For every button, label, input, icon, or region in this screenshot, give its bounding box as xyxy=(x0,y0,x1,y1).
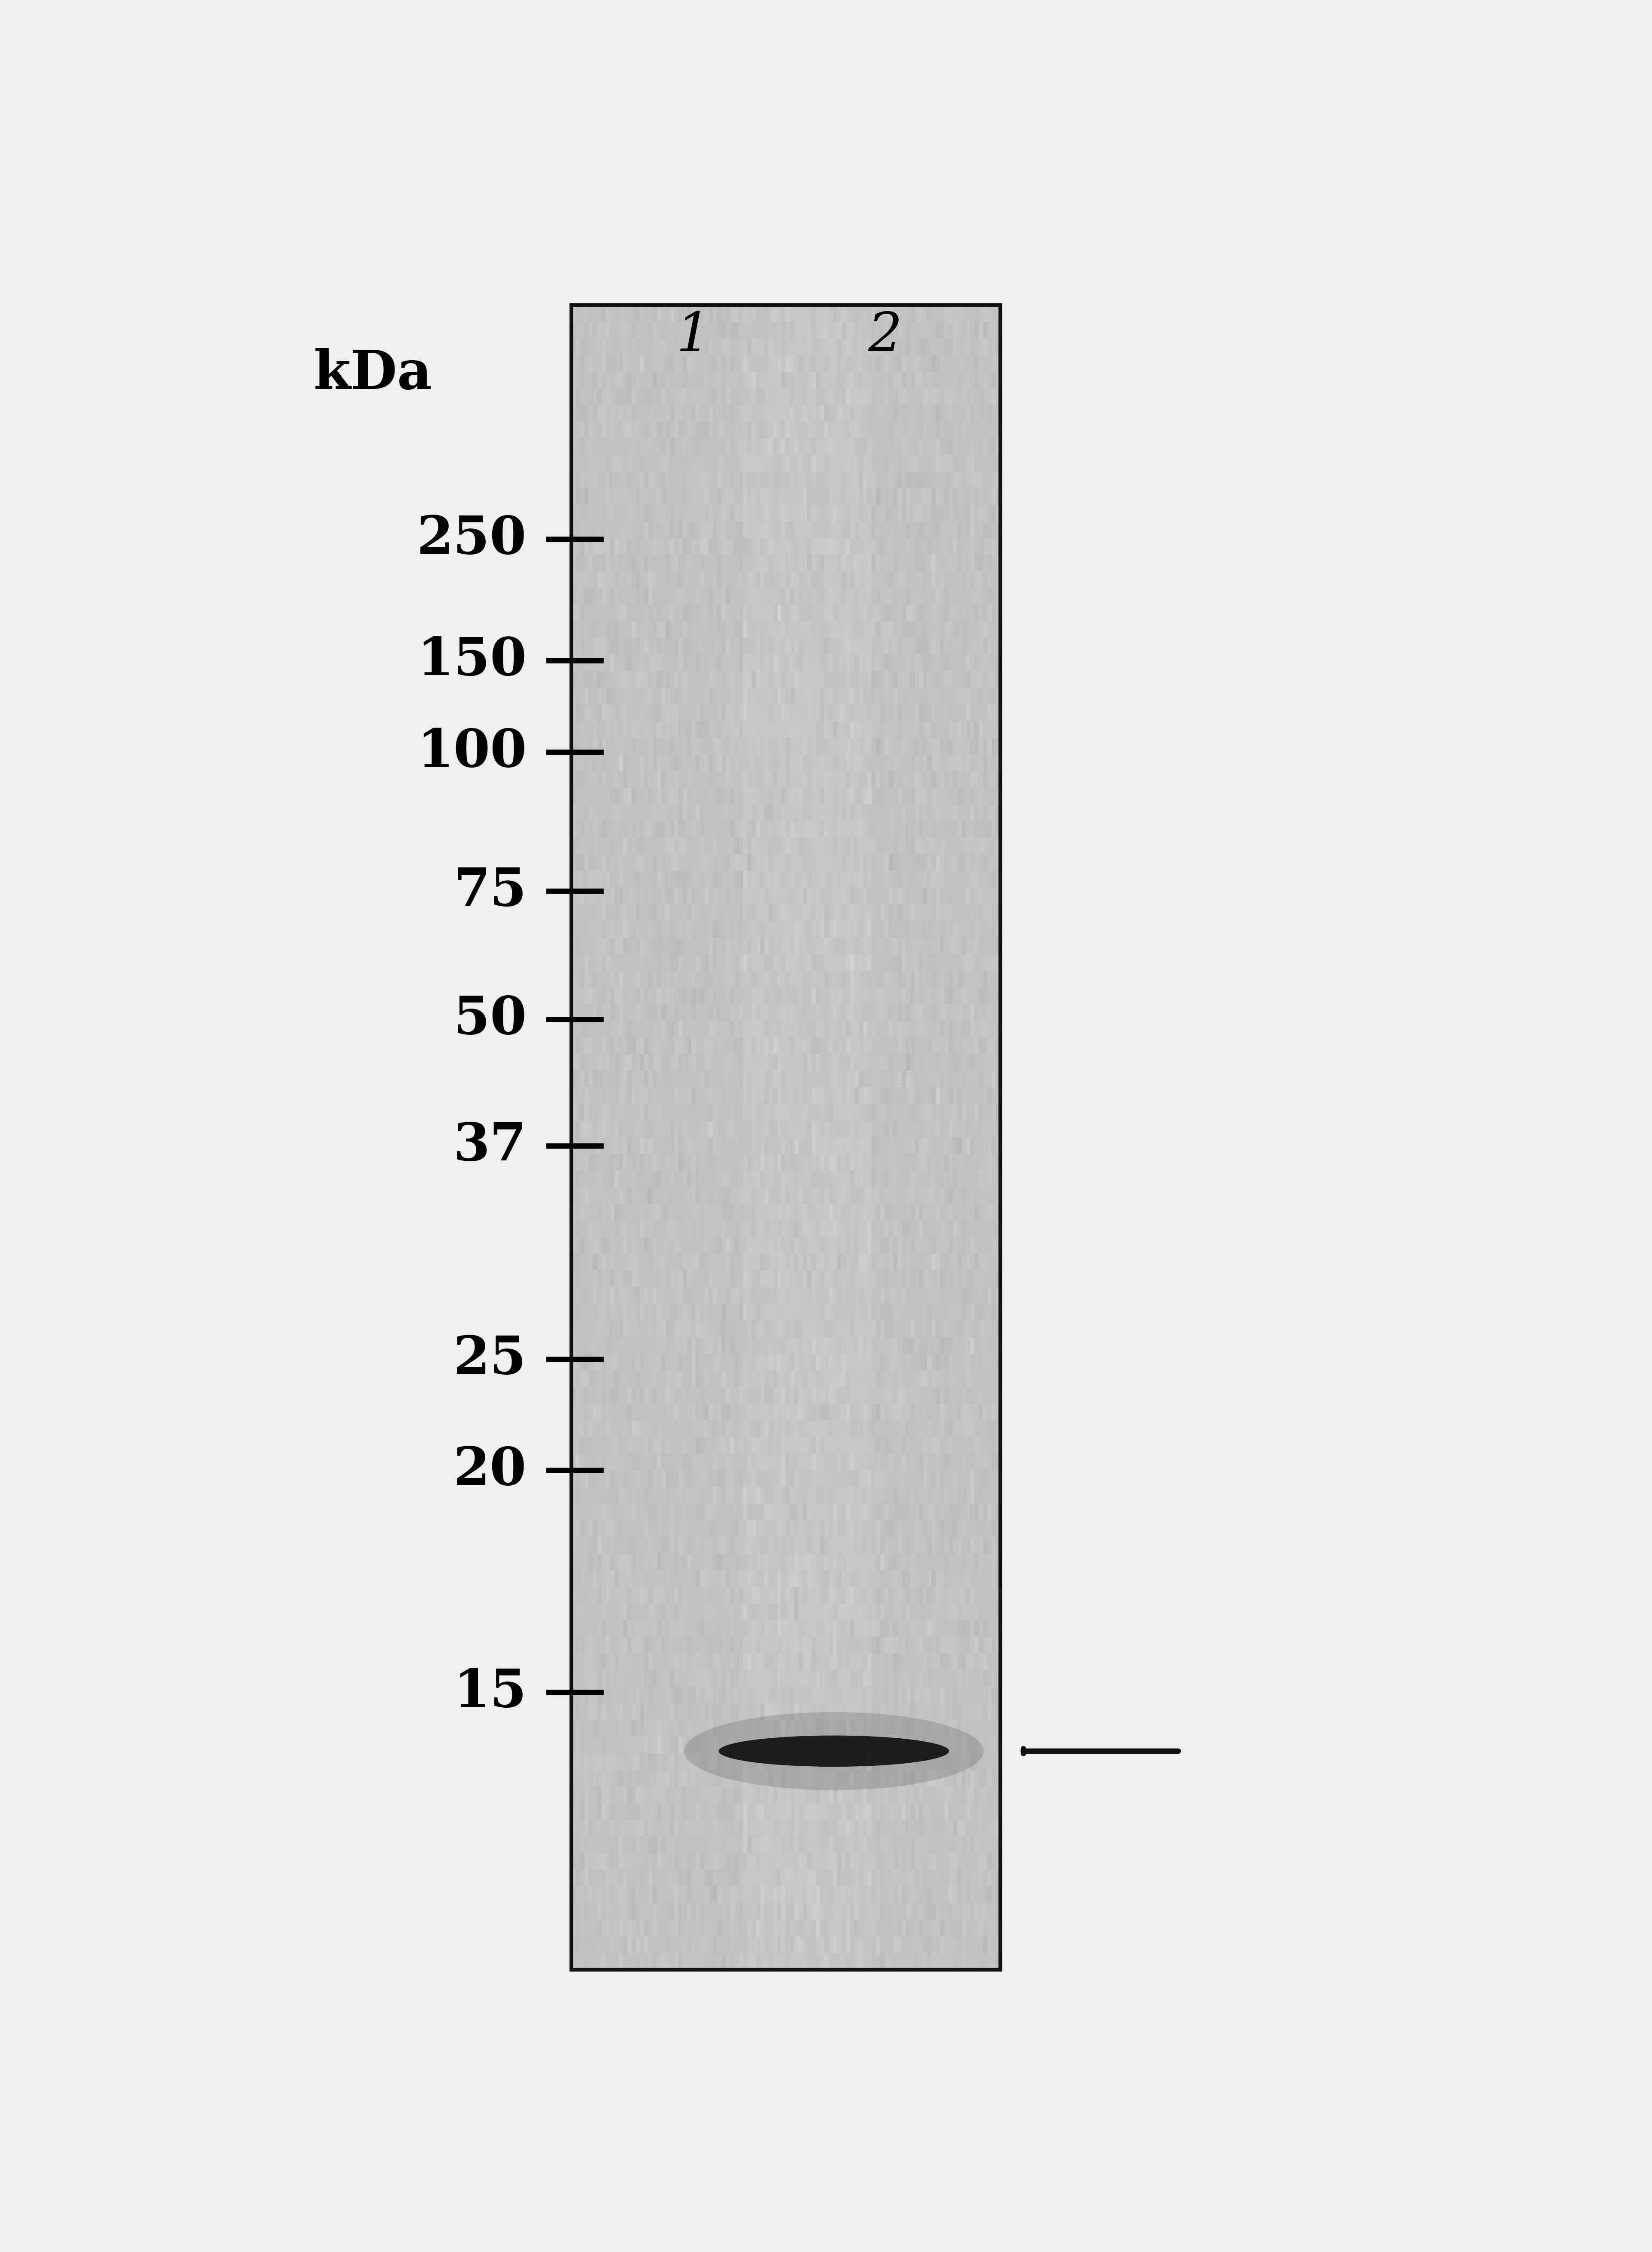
Text: 25: 25 xyxy=(453,1333,527,1385)
Ellipse shape xyxy=(719,1736,948,1768)
Text: 75: 75 xyxy=(453,865,527,917)
Text: 2: 2 xyxy=(867,311,902,363)
Text: 15: 15 xyxy=(453,1666,527,1718)
Text: 150: 150 xyxy=(416,635,527,687)
Bar xyxy=(572,304,999,1970)
Text: 20: 20 xyxy=(453,1446,527,1495)
Ellipse shape xyxy=(684,1712,983,1790)
Text: 250: 250 xyxy=(416,513,527,565)
Text: 37: 37 xyxy=(453,1121,527,1171)
Text: 1: 1 xyxy=(676,311,710,363)
Text: 100: 100 xyxy=(416,727,527,777)
Text: kDa: kDa xyxy=(314,349,433,401)
Text: 50: 50 xyxy=(453,993,527,1045)
Bar xyxy=(572,304,999,1970)
